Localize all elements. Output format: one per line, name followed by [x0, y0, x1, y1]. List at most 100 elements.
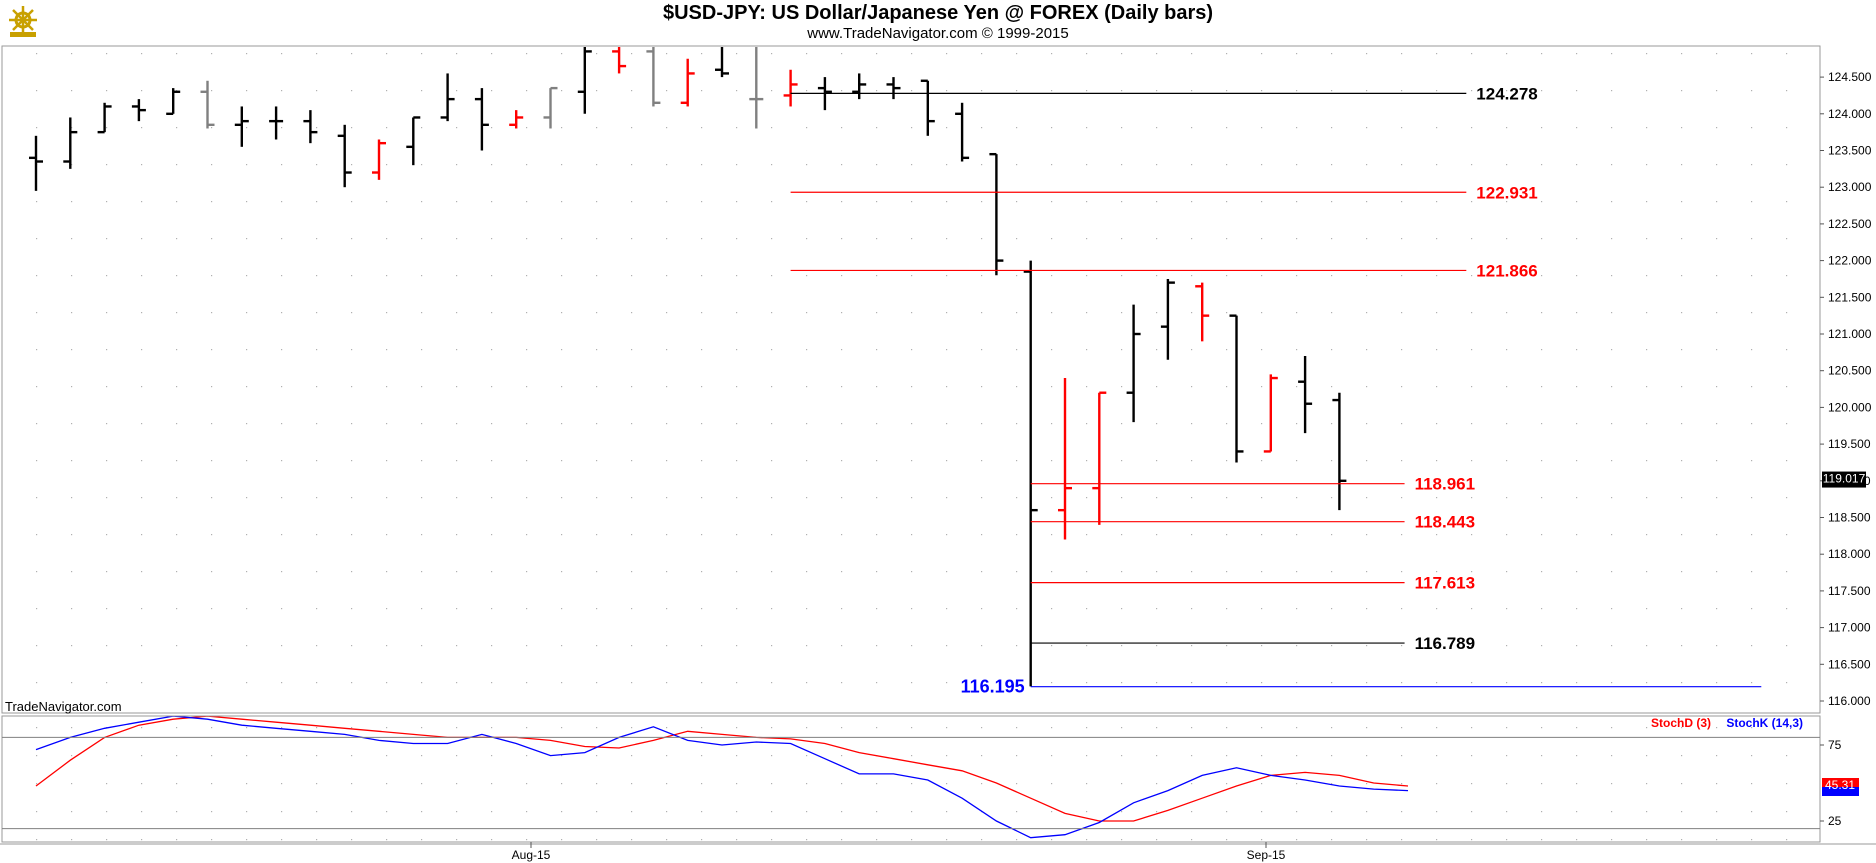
grid-dot: [1541, 497, 1543, 499]
y-tick-label: 122.500: [1828, 217, 1872, 231]
grid-dot: [1401, 460, 1403, 462]
grid-dot: [876, 423, 878, 425]
grid-dot: [316, 201, 318, 203]
grid-dot: [351, 164, 353, 166]
grid-dot: [281, 386, 283, 388]
grid-dot: [1541, 460, 1543, 462]
grid-dot: [351, 497, 353, 499]
grid-dot: [316, 275, 318, 277]
grid-dot: [1786, 783, 1788, 785]
grid-dot: [666, 811, 668, 813]
grid-dot: [1681, 90, 1683, 92]
grid-dot: [841, 534, 843, 536]
grid-dot: [1086, 164, 1088, 166]
grid-dot: [946, 497, 948, 499]
grid-dot: [946, 783, 948, 785]
grid-dot: [1121, 839, 1123, 841]
grid-dot: [1261, 608, 1263, 610]
grid-dot: [281, 164, 283, 166]
grid-dot: [561, 312, 563, 314]
grid-dot: [596, 90, 598, 92]
grid-dot: [1541, 571, 1543, 573]
grid-dot: [1121, 460, 1123, 462]
grid-dot: [1366, 534, 1368, 536]
grid-dot: [316, 423, 318, 425]
grid-dot: [1296, 783, 1298, 785]
grid-dot: [1401, 312, 1403, 314]
grid-dot: [771, 783, 773, 785]
grid-dot: [1156, 127, 1158, 129]
grid-dot: [1121, 90, 1123, 92]
grid-dot: [1121, 571, 1123, 573]
grid-dot: [106, 312, 108, 314]
grid-dot: [211, 164, 213, 166]
grid-dot: [1191, 811, 1193, 813]
grid-dot: [561, 608, 563, 610]
grid-dot: [1191, 238, 1193, 240]
grid-dot: [806, 238, 808, 240]
grid-dot: [771, 682, 773, 684]
ohlc-bar: [131, 99, 146, 122]
grid-dot: [596, 423, 598, 425]
grid-dot: [1576, 312, 1578, 314]
grid-dot: [281, 423, 283, 425]
grid-dot: [841, 839, 843, 841]
grid-dot: [1016, 312, 1018, 314]
grid-dot: [1541, 783, 1543, 785]
grid-dot: [141, 497, 143, 499]
grid-dot: [1506, 201, 1508, 203]
grid-dot: [561, 811, 563, 813]
grid-dot: [561, 275, 563, 277]
grid-dot: [1751, 608, 1753, 610]
grid-dot: [491, 571, 493, 573]
grid-dot: [631, 53, 633, 55]
grid-dot: [631, 386, 633, 388]
ohlc-bars: [29, 47, 1347, 687]
grid-dot: [71, 90, 73, 92]
grid-dot: [1681, 238, 1683, 240]
grid-dot: [106, 682, 108, 684]
stoch-grid-dots: [36, 727, 1788, 841]
grid-dot: [1191, 312, 1193, 314]
grid-dot: [281, 682, 283, 684]
grid-dot: [1226, 783, 1228, 785]
grid-dot: [1331, 755, 1333, 757]
grid-dot: [1366, 201, 1368, 203]
grid-dot: [1646, 164, 1648, 166]
grid-dot: [386, 238, 388, 240]
grid-dot: [1576, 645, 1578, 647]
grid-dot: [771, 275, 773, 277]
grid-dot: [596, 497, 598, 499]
grid-dot: [1646, 783, 1648, 785]
grid-dot: [911, 839, 913, 841]
grid-dot: [1366, 645, 1368, 647]
grid-dot: [1086, 349, 1088, 351]
grid-dot: [106, 839, 108, 841]
grid-dot: [1576, 460, 1578, 462]
grid-dot: [71, 727, 73, 729]
grid-dot: [876, 783, 878, 785]
grid-dot: [176, 755, 178, 757]
grid-dot: [1436, 608, 1438, 610]
grid-dot: [211, 783, 213, 785]
grid-dot: [386, 90, 388, 92]
grid-dot: [1786, 497, 1788, 499]
grid-dot: [596, 534, 598, 536]
grid-dot: [491, 386, 493, 388]
grid-dot: [246, 53, 248, 55]
grid-dot: [771, 571, 773, 573]
ohlc-bar: [269, 106, 284, 140]
grid-dot: [1086, 645, 1088, 647]
grid-dot: [1191, 783, 1193, 785]
grid-dot: [631, 164, 633, 166]
grid-dot: [1226, 423, 1228, 425]
ohlc-bar: [749, 47, 764, 129]
grid-dot: [456, 682, 458, 684]
grid-dot: [1016, 238, 1018, 240]
grid-dot: [1716, 164, 1718, 166]
last-price-tag: 119.017: [1822, 471, 1866, 488]
level-label: 118.443: [1415, 513, 1476, 532]
grid-dot: [806, 755, 808, 757]
grid-dot: [1786, 423, 1788, 425]
grid-dot: [1716, 608, 1718, 610]
